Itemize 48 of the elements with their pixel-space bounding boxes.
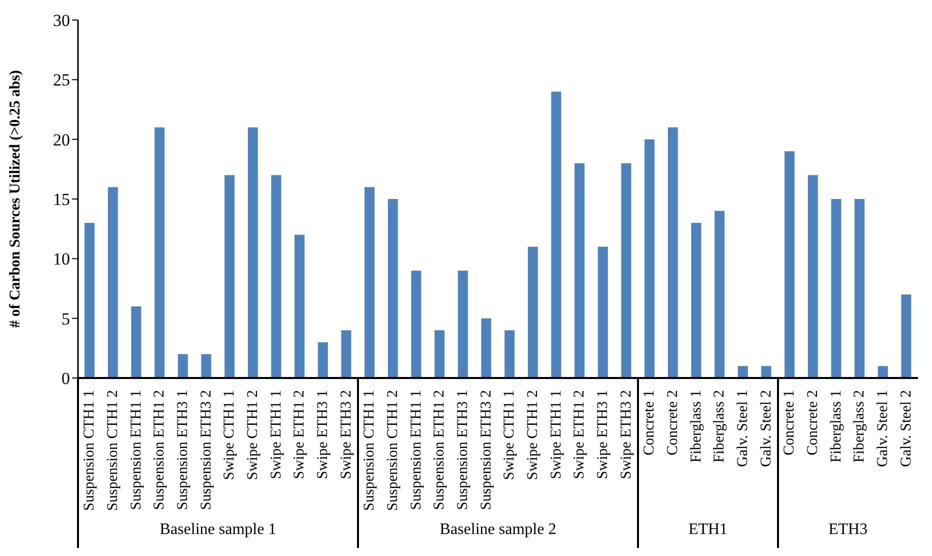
x-tick-label: Suspension ETH3 2 — [198, 390, 214, 510]
y-tick-label: 10 — [53, 250, 70, 269]
x-tick-label: Suspension ETH3 1 — [455, 390, 471, 510]
x-tick-label: Suspension CTH1 2 — [385, 390, 401, 511]
x-tick-label: Swipe CTH1 2 — [245, 390, 261, 480]
text: ETH1 — [688, 521, 728, 538]
x-tick-label: Swipe ETH1 2 — [292, 390, 308, 480]
x-tick-label: Suspension CTH1 2 — [105, 390, 121, 511]
x-tick-label: Concrete 1 — [642, 390, 658, 456]
x-tick-label: Swipe ETH1 2 — [572, 390, 588, 480]
text: Baseline sample 2 — [440, 521, 556, 538]
x-tick-label: Concrete 1 — [782, 390, 798, 456]
x-tick-label: Swipe ETH3 2 — [338, 390, 354, 480]
x-tick-label: Galv. Steel 2 — [758, 390, 774, 467]
x-tick-label: Suspension ETH1 1 — [128, 390, 144, 510]
y-tick-label: 20 — [53, 130, 70, 150]
x-tick-label: Fiberglass 2 — [852, 390, 868, 463]
y-tick-label: 0 — [62, 369, 70, 388]
x-tick-label: Concrete 2 — [665, 390, 681, 456]
x-tick-label: Swipe CTH1 1 — [502, 390, 518, 480]
x-tick-label: Swipe ETH1 1 — [548, 390, 564, 480]
x-tick-label: Suspension ETH3 2 — [478, 390, 494, 510]
y-tick-label: 30 — [53, 11, 70, 30]
y-tick-label: 5 — [62, 309, 70, 328]
x-tick-label: Fiberglass 1 — [828, 390, 844, 463]
x-tick-label: Swipe ETH3 2 — [618, 390, 634, 480]
text: Baseline sample 1 — [160, 521, 276, 538]
x-tick-label: Suspension ETH1 2 — [152, 390, 168, 510]
x-tick-label: Galv. Steel 1 — [875, 390, 891, 467]
x-tick-label: Suspension CTH1 1 — [82, 390, 98, 511]
x-tick-label: Concrete 2 — [805, 390, 821, 456]
x-tick-label: Suspension ETH3 1 — [175, 390, 191, 510]
x-tick-label: Swipe CTH1 2 — [525, 390, 541, 480]
x-tick-label: Swipe ETH3 1 — [595, 390, 611, 480]
y-tick-label: 15 — [53, 190, 70, 210]
text: ETH3 — [828, 521, 868, 538]
y-tick-label: 25 — [53, 70, 70, 90]
x-tick-label: Galv. Steel 1 — [735, 390, 751, 467]
x-tick-label: Fiberglass 2 — [712, 390, 728, 463]
x-tick-label: Suspension ETH1 1 — [408, 390, 424, 510]
y-axis-title: # of Carbon Sources Utilized (>0.25 abs) — [7, 70, 24, 328]
x-tick-label: Suspension CTH1 1 — [362, 390, 378, 511]
x-tick-label: Swipe ETH3 1 — [315, 390, 331, 480]
x-tick-label: Fiberglass 1 — [688, 390, 704, 463]
x-tick-label: Galv. Steel 2 — [898, 390, 914, 467]
x-tick-label: Suspension ETH1 2 — [432, 390, 448, 510]
x-tick-label: Swipe ETH1 1 — [268, 390, 284, 480]
x-tick-label: Swipe CTH1 1 — [222, 390, 238, 480]
